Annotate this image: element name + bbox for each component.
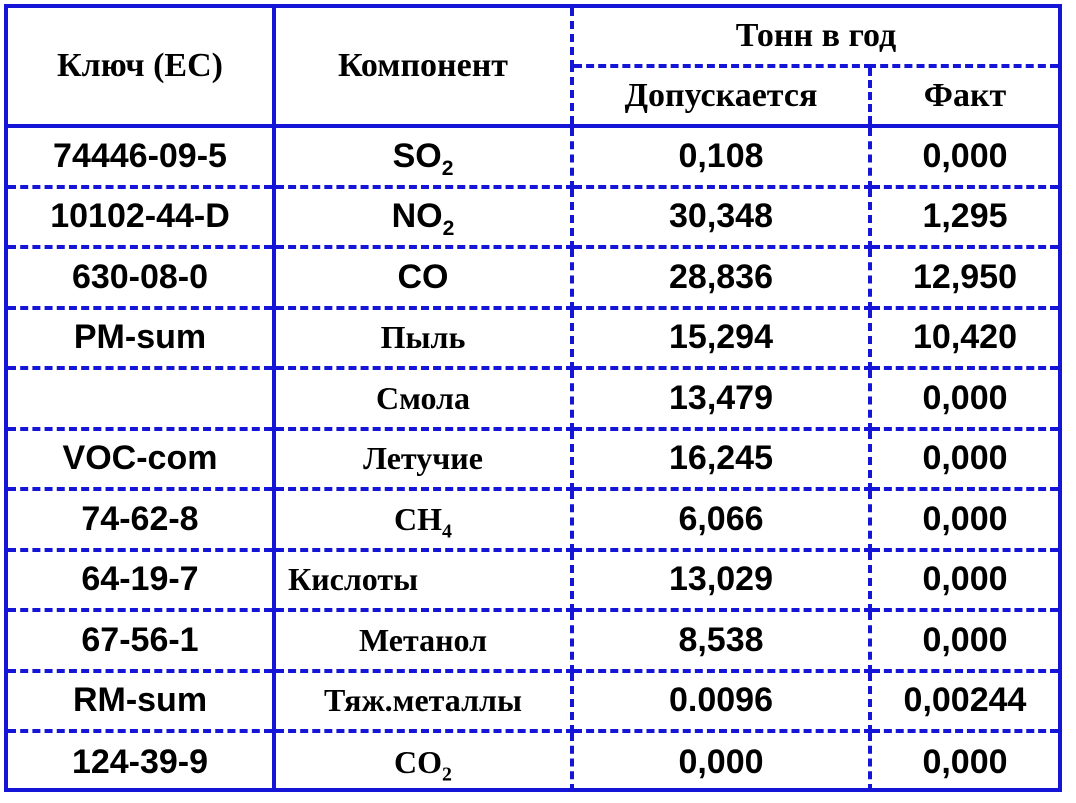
cell-fact: 1,295 [870,186,1059,249]
cell-key: 10102-44-D [8,186,276,249]
formula-subscript: 2 [442,217,455,241]
component-formula: NO [391,197,443,236]
cell-fact: 0,000 [870,549,1059,612]
cell-allowed: 6,066 [572,489,872,552]
cell-allowed: 0,108 [572,126,872,189]
cell-key: 74-62-8 [8,489,276,552]
table-row: 124-39-9 CO2 0,000 0,000 [8,731,1058,792]
cell-component: CO2 [274,731,574,792]
cell-allowed: 28,836 [572,247,872,310]
cell-fact: 10,420 [870,307,1059,370]
cell-key: PM-sum [8,307,276,370]
component-formula: Метанол [358,621,488,658]
cell-component: Метанол [274,610,574,673]
cell-allowed: 15,294 [572,307,872,370]
cell-component: Смола [274,368,574,431]
cell-allowed: 30,348 [572,186,872,249]
cell-allowed: 0,000 [572,731,872,792]
cell-component: Кислоты [274,549,574,612]
cell-fact: 0,000 [922,742,1008,781]
table-row: PM-sum Пыль 15,294 10,420 [8,307,1059,370]
cell-fact: 0,000 [870,428,1059,491]
header-tons-per-year: Тонн в год [572,8,1059,68]
cell-key: 74446-09-5 [8,126,276,189]
table-row: 74-62-8 CH4 6,066 0,000 [8,489,1059,552]
formula-subscript: 4 [442,520,452,543]
component-formula: CO [397,257,449,296]
cell-component: Летучие [274,428,574,491]
component-formula: CH [394,500,443,537]
cell-fact: 0,000 [870,489,1059,552]
cell-fact: 0,000 [870,610,1059,673]
cell-component: CO [274,247,574,310]
cell-key: 124-39-9 [8,731,276,792]
component-formula: Пыль [380,319,466,356]
cell-allowed: 16,245 [572,428,872,491]
cell-allowed: 8,538 [572,610,872,673]
component-formula: Смола [375,379,470,416]
component-formula: Тяж.металлы [324,682,522,719]
cell-component: Пыль [274,307,574,370]
component-formula: Летучие [363,440,483,477]
cell-component: NO2 [274,186,574,249]
table-row: 630-08-0 CO 28,836 12,950 [8,247,1059,310]
cell-allowed: 13,479 [572,368,872,431]
cell-allowed: 13,029 [572,549,872,612]
cell-key [8,368,276,431]
cell-allowed: 0.0096 [572,670,872,733]
table-row: VOC-com Летучие 16,245 0,000 [8,428,1059,491]
cell-component: SO2 [274,126,574,189]
emissions-table-frame: Ключ (EC) Компонент Тонн в год Допускает… [4,4,1062,792]
header-key: Ключ (EC) [8,8,276,128]
cell-fact: 12,950 [870,247,1059,310]
table-row: RM-sum Тяж.металлы 0.0096 0,00244 [8,670,1059,733]
cell-fact: 0,000 [870,126,1059,189]
header-fact: Факт [870,66,1059,128]
formula-subscript: 2 [442,763,452,786]
cell-key: 67-56-1 [8,610,276,673]
component-formula: Кислоты [288,561,419,598]
cell-component: Тяж.металлы [274,670,574,733]
table-row: 10102-44-D NO2 30,348 1,295 [8,186,1059,249]
cell-key: VOC-com [8,428,276,491]
table-row: 64-19-7 Кислоты 13,029 0,000 [8,549,1059,612]
header-allowed: Допускается [572,66,872,128]
cell-key: RM-sum [8,670,276,733]
component-formula: SO [392,136,442,175]
emissions-table: Ключ (EC) Компонент Тонн в год Допускает… [8,8,1059,792]
table-row: Смола 13,479 0,000 [8,368,1059,431]
cell-fact: 0,00244 [870,670,1059,733]
cell-component: CH4 [274,489,574,552]
cell-key: 64-19-7 [8,549,276,612]
table-row: 67-56-1 Метанол 8,538 0,000 [8,610,1059,673]
header-component: Компонент [274,8,574,128]
cell-fact: 0,000 [870,368,1059,431]
component-formula: CO [394,743,443,780]
formula-subscript: 2 [441,156,454,180]
table-row: 74446-09-5 SO2 0,108 0,000 [8,126,1059,189]
cell-key: 630-08-0 [8,247,276,310]
